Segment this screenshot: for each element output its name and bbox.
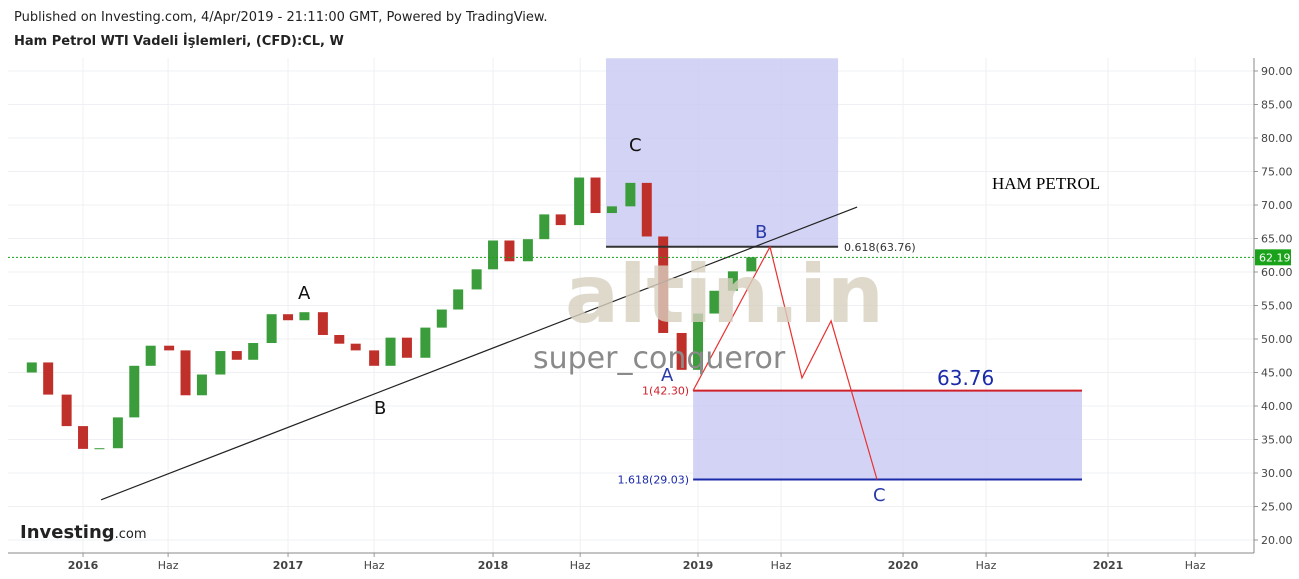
candle (746, 257, 757, 272)
y-tick-label: 70.00 (1261, 199, 1293, 212)
watermark-user: super_conqueror (533, 341, 786, 376)
candle (317, 312, 328, 335)
candle (625, 182, 636, 207)
y-tick-label: 80.00 (1261, 132, 1293, 145)
y-tick-label: 40.00 (1261, 400, 1293, 413)
big-value: 63.76 (937, 366, 994, 390)
y-tick-label: 55.00 (1261, 300, 1293, 313)
wave-label: A (661, 365, 674, 386)
watermark: altin.in (565, 248, 884, 341)
candle (555, 214, 566, 226)
plot: 20.00 25.00 30.00 35.00 40.00 45.00 50.00 55.00… (8, 58, 1293, 572)
wave-label: C (629, 135, 642, 156)
x-tick-label: 2021 (1093, 559, 1124, 572)
candle (180, 350, 191, 396)
x-tick-label: Haz (364, 559, 385, 572)
candle (658, 236, 669, 333)
y-tick-label: 20.00 (1261, 534, 1293, 547)
y-tick-label: 60.00 (1261, 266, 1293, 279)
wave-label: C (873, 485, 886, 506)
y-tick-label: 45.00 (1261, 367, 1293, 380)
candle (248, 343, 259, 360)
last-price-label: 62.19 (1259, 251, 1291, 264)
x-tick-label: 2020 (888, 559, 919, 572)
candle (145, 345, 156, 366)
candle (488, 240, 499, 270)
candle (215, 351, 226, 375)
x-tick-label: 2019 (683, 559, 714, 572)
candle (522, 239, 533, 262)
wave-label: B (374, 398, 386, 419)
x-tick-label: 2017 (273, 559, 304, 572)
candle (420, 327, 431, 358)
logo: Investing.com (20, 522, 147, 543)
title: HAM PETROL (992, 174, 1100, 193)
candle (401, 337, 412, 358)
y-tick-label: 65.00 (1261, 233, 1293, 246)
candle (43, 362, 54, 395)
candle (299, 312, 310, 321)
candle (504, 240, 515, 262)
candle (350, 343, 361, 351)
y-tick-label: 85.00 (1261, 99, 1293, 112)
wave-label: B (755, 222, 767, 243)
candle (676, 332, 687, 370)
y-tick-label: 90.00 (1261, 65, 1293, 78)
symbol: Ham Petrol WTI Vadeli İşlemleri, (CFD):C… (14, 33, 344, 49)
candle (266, 314, 277, 344)
x-tick-label: Haz (570, 559, 591, 572)
candle (61, 394, 72, 427)
level-label: 1(42.30) (642, 385, 689, 398)
candle (727, 271, 738, 291)
candle (26, 362, 37, 373)
published: Published on Investing.com, 4/Apr/2019 -… (14, 10, 547, 25)
candle (574, 177, 585, 226)
candle (369, 350, 380, 366)
y-tick-label: 30.00 (1261, 467, 1293, 480)
x-tick-label: Haz (771, 559, 792, 572)
fib-box (693, 390, 1083, 480)
candle (112, 417, 123, 449)
candle (94, 448, 105, 450)
candle (164, 345, 175, 351)
candle (641, 182, 652, 237)
candle (196, 374, 207, 396)
level-label: 1.618(29.03) (618, 473, 690, 486)
candle (436, 309, 447, 328)
candle (385, 337, 396, 366)
x-tick-label: Haz (1185, 559, 1206, 572)
y-tick-label: 50.00 (1261, 333, 1293, 346)
y-tick-label: 35.00 (1261, 434, 1293, 447)
candle (78, 426, 89, 449)
y-tick-label: 75.00 (1261, 166, 1293, 179)
x-tick-label: 2018 (478, 559, 509, 572)
candle (709, 290, 720, 314)
candle (453, 289, 464, 310)
trendline (100, 206, 858, 501)
wave-label: A (298, 283, 311, 304)
candle (231, 351, 242, 360)
candle (471, 269, 482, 290)
candle (283, 314, 294, 321)
x-tick-label: 2016 (68, 559, 99, 572)
last-price-box (1255, 249, 1291, 266)
candle (606, 206, 617, 214)
candle (539, 214, 550, 240)
candle (334, 334, 345, 344)
x-tick-label: Haz (976, 559, 997, 572)
candle (693, 313, 704, 370)
level-label: 0.618(63.76) (844, 241, 916, 254)
candle (590, 177, 601, 214)
candle (129, 365, 140, 418)
y-tick-label: 25.00 (1261, 501, 1293, 514)
projection (692, 245, 878, 480)
x-tick-label: Haz (158, 559, 179, 572)
